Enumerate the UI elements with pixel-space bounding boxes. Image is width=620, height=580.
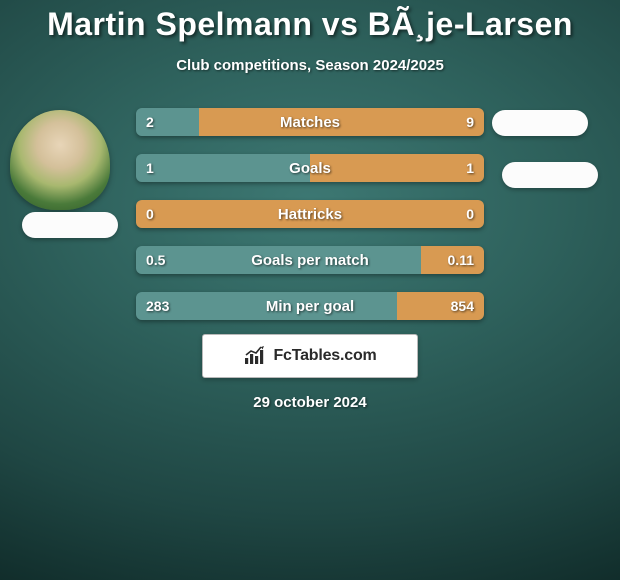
stat-bar-left-segment [136,246,421,274]
page-title: Martin Spelmann vs BÃ¸je-Larsen [0,6,620,43]
stat-bar-row: Goals11 [136,154,484,182]
stat-bar-row: Hattricks00 [136,200,484,228]
stat-bar-row: Goals per match0.50.11 [136,246,484,274]
player-right-name-pill-2 [502,162,598,188]
stat-bar-row: Matches29 [136,108,484,136]
stat-bar-left-segment [136,292,397,320]
stat-bar-left-segment [136,154,310,182]
brand-text: FcTables.com [273,347,376,365]
page-subtitle: Club competitions, Season 2024/2025 [0,57,620,74]
stats-area: Matches29 Goals11 Hattricks00 Goals per mat… [0,102,620,332]
content-wrapper: Martin Spelmann vs BÃ¸je-Larsen Club com… [0,0,620,580]
stat-bar-right-segment [421,246,484,274]
stat-bar-right-segment [397,292,484,320]
player-right-name-pill-1 [492,110,588,136]
player-left-name-pill [22,212,118,238]
snapshot-date: 29 october 2024 [0,394,620,411]
player-left-avatar [10,110,110,210]
stat-bars: Matches29 Goals11 Hattricks00 Goals per mat… [136,108,484,338]
stat-bar-right-segment [136,200,484,228]
stat-bar-row: Min per goal283854 [136,292,484,320]
stat-bar-right-segment [199,108,484,136]
stat-bar-right-segment [310,154,484,182]
brand-box[interactable]: FcTables.com [202,334,418,378]
stat-bar-left-segment [136,108,199,136]
brand-chart-icon [243,346,267,366]
